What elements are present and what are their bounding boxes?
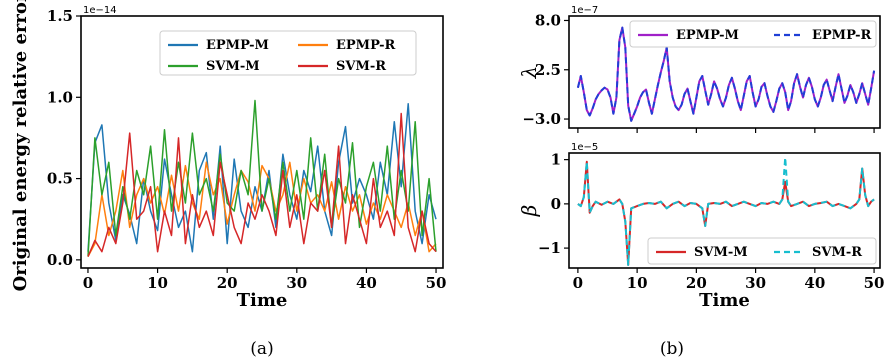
x-axis-label: Time — [699, 290, 750, 311]
y-tick-label: 0 — [551, 195, 561, 213]
y-tick-label: 2.5 — [535, 61, 561, 79]
y-offset-text: 1e−5 — [571, 142, 598, 153]
y-tick-label: −3.0 — [522, 110, 561, 128]
panel-b-top-chart: −3.0 2.5 8.0 1e−7 λ EPMP-M EPMP-R — [517, 5, 881, 133]
x-tick-label: 20 — [686, 274, 707, 292]
y-tick-label: 1 — [551, 151, 561, 169]
x-tick-label: 30 — [286, 274, 307, 292]
plot-frame — [80, 15, 444, 269]
legend-label-svm-r: SVM-R — [336, 59, 386, 74]
legend-label-svm-r: SVM-R — [812, 245, 862, 260]
y-tick-label: 0.0 — [47, 251, 73, 269]
series-line-svm-r — [87, 112, 437, 257]
x-tick-label: 0 — [573, 274, 583, 292]
series-line-svm-r — [577, 156, 875, 266]
y-offset-text: 1e−7 — [571, 5, 598, 16]
x-tick-label: 40 — [356, 274, 377, 292]
y-axis-label: λ — [517, 66, 541, 80]
x-tick-label: 30 — [745, 274, 766, 292]
legend-label-svm-m: SVM-M — [206, 59, 260, 74]
legend-box — [159, 30, 417, 76]
y-tick-label: 0.5 — [47, 170, 73, 188]
legend-label-epmp-m: EPMP-M — [676, 28, 739, 43]
series-line-svm-m — [87, 99, 437, 257]
y-tick-label: 1.0 — [47, 88, 73, 106]
x-axis-label: Time — [237, 290, 288, 311]
plot-frame — [568, 15, 881, 129]
x-tick-label: 50 — [864, 274, 885, 292]
panel-b-bottom-chart: 0 10 20 30 40 50 −1 0 1 1e−5 Time β SVM-M SVM-R — [517, 142, 885, 311]
x-tick-label: 10 — [627, 274, 648, 292]
x-tick-label: 0 — [83, 274, 93, 292]
legend-box — [629, 20, 877, 48]
panel-a-chart: 0 10 20 30 40 50 0.0 0.5 1.0 1.5 1e−14 Time Original… — [10, 0, 446, 311]
y-tick-label: −1 — [538, 239, 561, 257]
legend-label-svm-m: SVM-M — [694, 245, 748, 260]
x-tick-label: 20 — [217, 274, 238, 292]
plot-frame — [568, 152, 881, 269]
y-tick-label: 8.0 — [535, 11, 561, 29]
legend-label-epmp-r: EPMP-R — [812, 28, 872, 43]
legend-box — [647, 237, 877, 265]
y-offset-text: 1e−14 — [83, 5, 117, 16]
x-tick-label: 10 — [147, 274, 168, 292]
legend-label-epmp-m: EPMP-M — [206, 38, 269, 53]
caption-a: (a) — [250, 339, 273, 359]
y-axis-label: Original energy relative error — [10, 0, 31, 291]
x-tick-label: 50 — [426, 274, 447, 292]
x-tick-label: 40 — [804, 274, 825, 292]
legend-label-epmp-r: EPMP-R — [336, 38, 396, 53]
y-axis-label: β — [517, 205, 541, 218]
y-tick-label: 1.5 — [47, 7, 73, 25]
series-line-epmp-r — [576, 26, 876, 122]
caption-b: (b) — [660, 339, 684, 359]
